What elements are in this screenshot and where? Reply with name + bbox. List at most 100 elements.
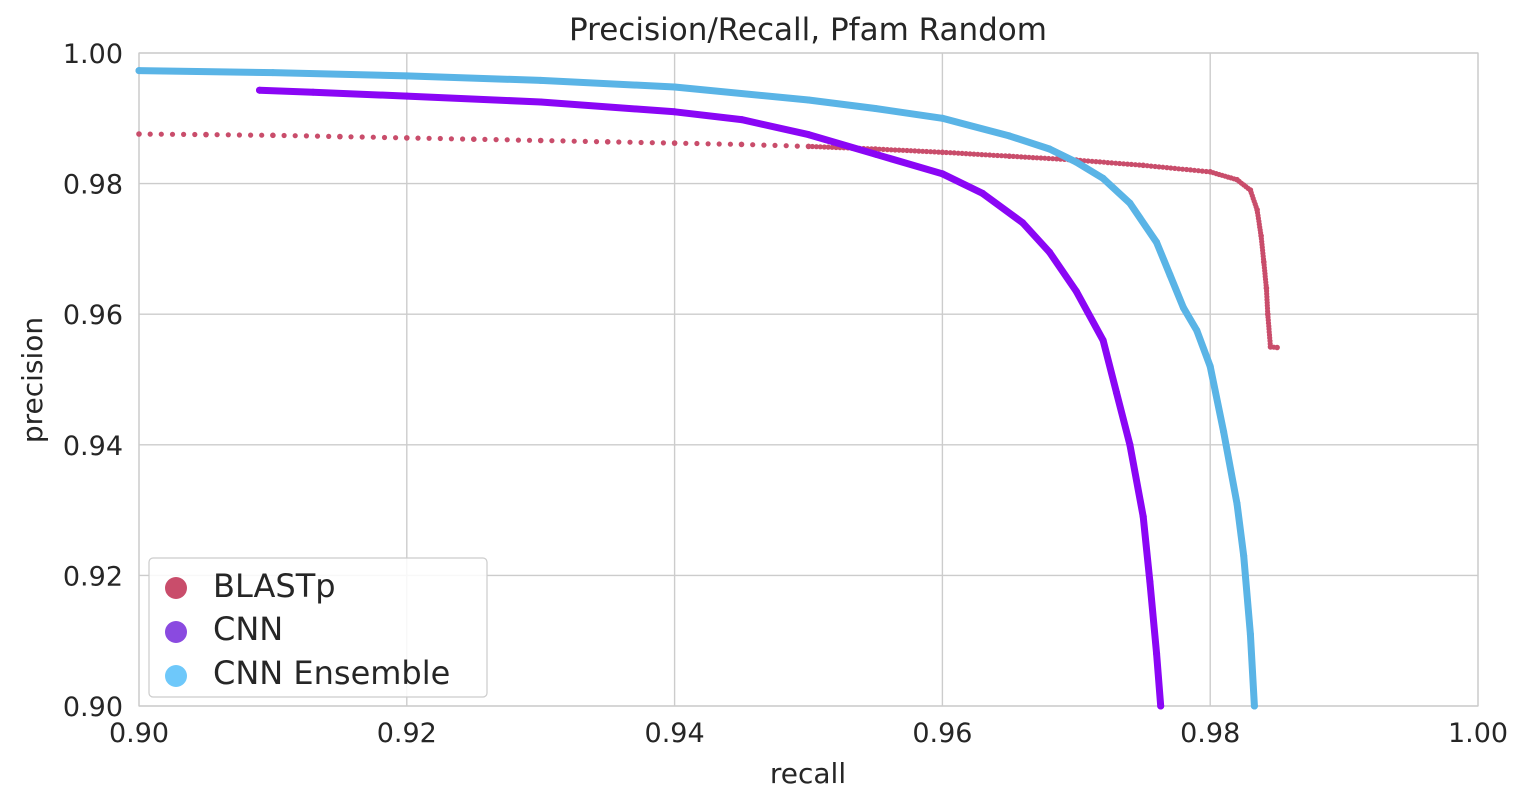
series-dot-blastp [560, 138, 566, 144]
data-point-cnn-ensemble [1126, 199, 1134, 207]
data-point-cnn-ensemble [1206, 362, 1214, 370]
data-point-blastp [136, 131, 142, 137]
series-dot-blastp [1199, 168, 1205, 174]
data-point-cnn [871, 150, 879, 158]
data-point-cnn-ensemble [537, 76, 545, 84]
series-dot-blastp [426, 135, 432, 141]
series-dot-blastp [772, 142, 778, 148]
series-dot-blastp [1054, 156, 1060, 162]
series-dot-blastp [147, 131, 153, 137]
series-dot-blastp [694, 140, 700, 147]
y-tick-label: 0.90 [63, 692, 123, 723]
series-dot-blastp [493, 137, 499, 143]
series-dot-blastp [314, 133, 321, 139]
series-dot-blastp [1172, 165, 1178, 171]
series-dot-blastp [504, 137, 510, 143]
series-dot-blastp [916, 148, 922, 154]
series-dot-blastp [1152, 163, 1158, 170]
data-point-blastp [738, 141, 745, 148]
series-dot-blastp [967, 151, 973, 157]
series-dot-blastp [1014, 154, 1020, 160]
series-dot-blastp [549, 138, 555, 144]
series-dot-blastp [248, 132, 254, 138]
data-point-cnn [1099, 336, 1107, 344]
data-point-blastp [471, 136, 477, 142]
series-dot-blastp [1117, 160, 1123, 167]
series-dot-blastp [924, 148, 930, 155]
series-dot-blastp [1156, 164, 1162, 170]
data-point-blastp [671, 140, 678, 146]
data-point-cnn [979, 189, 987, 197]
series-dot-blastp [888, 147, 894, 153]
series-dot-blastp [975, 151, 981, 157]
series-dot-blastp [225, 132, 231, 138]
series-dot-blastp [1026, 154, 1032, 160]
series-dot-blastp [1101, 159, 1107, 165]
series-dot-blastp [979, 152, 985, 158]
series-dot-blastp [1085, 158, 1091, 164]
series-dot-blastp [892, 147, 898, 153]
legend-label-cnn: CNN [213, 610, 283, 648]
data-point-cnn [805, 131, 812, 139]
data-point-cnn-ensemble [1099, 174, 1107, 182]
series-dot-blastp [660, 140, 667, 146]
series-dot-blastp [259, 132, 265, 138]
y-tick-label: 1.00 [63, 39, 123, 70]
data-point-cnn-ensemble [135, 67, 143, 75]
series-dot-blastp [1180, 166, 1186, 172]
legend-marker-blastp [165, 577, 187, 599]
series-dot-blastp [783, 143, 789, 149]
series-dot-blastp [1121, 161, 1127, 167]
series-dot-blastp [448, 136, 454, 142]
series-dot-blastp [971, 151, 977, 157]
series-dot-blastp [991, 152, 997, 158]
legend-label-cnn-ensemble: CNN Ensemble [213, 654, 450, 692]
series-dot-blastp [1018, 154, 1024, 160]
data-point-cnn [256, 86, 263, 94]
series-dot-blastp [460, 136, 466, 142]
data-point-cnn [1126, 441, 1134, 449]
data-point-blastp [1207, 169, 1213, 175]
series-dot-blastp [515, 137, 522, 143]
series-dot-blastp [896, 147, 902, 153]
series-dot-blastp [582, 138, 588, 144]
series-dot-blastp [359, 134, 365, 140]
x-tick-label: 0.92 [377, 718, 437, 749]
series-dot-blastp [437, 135, 443, 142]
series-dot-blastp [1034, 155, 1040, 161]
series-dot-blastp [825, 144, 831, 150]
series-dot-blastp [192, 131, 198, 138]
data-point-blastp [270, 132, 276, 139]
series-dot-blastp [931, 149, 938, 155]
series-dot-blastp [1148, 163, 1154, 169]
series-dot-blastp [214, 132, 220, 138]
data-point-cnn-ensemble [1005, 132, 1013, 140]
y-axis-label: precision [16, 317, 49, 443]
series-dot-blastp [638, 139, 644, 146]
series-dot-blastp [1050, 156, 1056, 162]
legend-marker-cnn-ensemble [165, 665, 187, 687]
series-dot-blastp [1160, 164, 1166, 170]
data-point-cnn [1139, 513, 1147, 521]
data-point-blastp [1254, 206, 1260, 213]
series-dot-blastp [947, 150, 953, 156]
data-point-cnn [1146, 578, 1154, 586]
data-point-cnn-ensemble [269, 69, 277, 77]
data-point-cnn-ensemble [671, 83, 679, 91]
series-dot-blastp [904, 147, 910, 154]
series-dot-blastp [526, 137, 533, 143]
data-point-cnn [1019, 219, 1027, 227]
data-point-cnn-ensemble [1153, 238, 1161, 246]
series-dot-blastp [1168, 165, 1174, 171]
series-dot-blastp [813, 144, 820, 150]
series-dot-blastp [1164, 165, 1170, 171]
series-dot-blastp [1022, 154, 1028, 160]
data-point-cnn [1157, 702, 1165, 710]
series-dot-blastp [326, 133, 332, 139]
y-tick-label: 0.96 [63, 300, 123, 331]
series-dot-blastp [1030, 155, 1036, 161]
series-dot-blastp [994, 152, 1001, 159]
series-dot-blastp [943, 149, 949, 156]
series-dot-blastp [292, 133, 298, 139]
series-dot-blastp [415, 135, 421, 141]
